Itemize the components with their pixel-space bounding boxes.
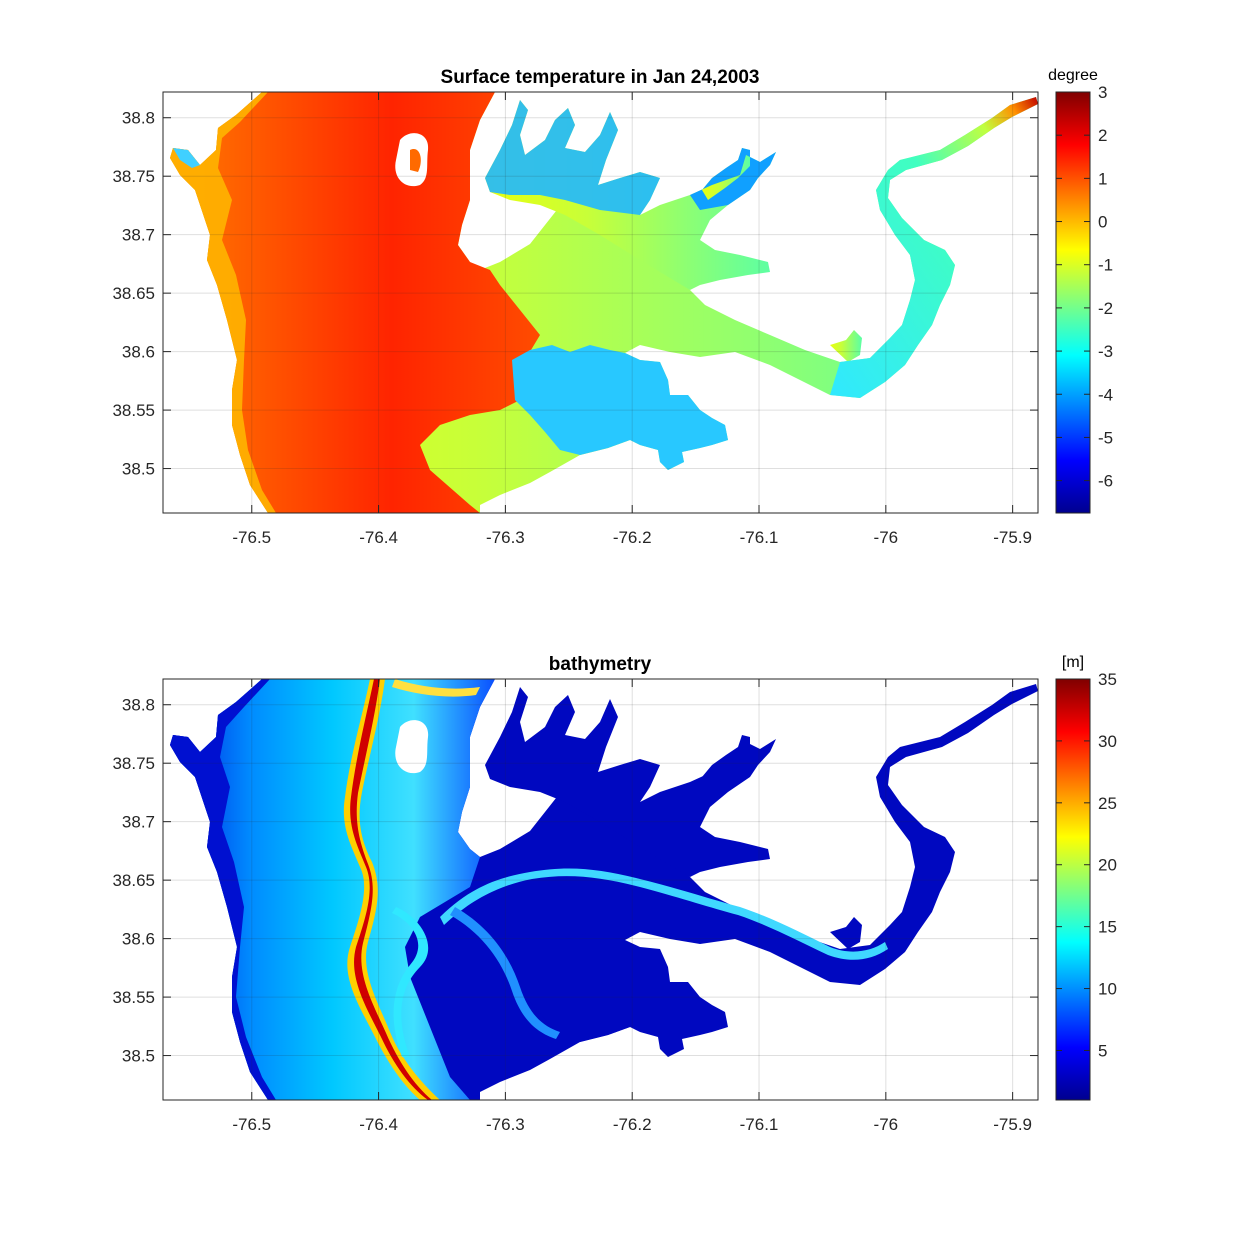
y-tick-label: 38.5: [122, 460, 155, 479]
western-shore-band: [170, 92, 276, 513]
bay-region: [170, 92, 540, 513]
bathymetry-panel: -76.5 -76.4 -76.3 -76.2 -76.1 -76 -75.9 38.538…: [112, 654, 1116, 1134]
y-tick-label: 38.8: [122, 696, 155, 715]
colorbar-gradient: [1055, 678, 1091, 1101]
y-tick-label: 38.65: [112, 284, 155, 303]
y-tick-labels: 38.5 38.55 38.6 38.65 38.7 38.75 38.8: [112, 696, 155, 1066]
colorbar-tick-label: 15: [1098, 918, 1117, 937]
colorbar-tick-label: 3: [1098, 83, 1107, 102]
western-shallows: [170, 679, 276, 1100]
chart-title: Surface temperature in Jan 24,2003: [441, 67, 760, 88]
western-inlet: [173, 148, 200, 168]
axes-box: [162, 91, 1039, 514]
island: [395, 720, 429, 774]
x-tick-label: -75.9: [993, 528, 1032, 547]
x-tick-label: -75.9: [993, 1115, 1032, 1134]
southern-channel: [450, 907, 560, 1039]
island-lagoon: [410, 149, 421, 172]
x-tick-label: -76.3: [486, 1115, 525, 1134]
tick-marks: [163, 92, 1038, 513]
colorbar: [m] 5 10 15 20 25 30 35: [1055, 654, 1117, 1101]
colorbar-tick-label: 5: [1098, 1041, 1107, 1060]
eastern-ridge: [392, 907, 429, 1057]
x-tick-label: -76.4: [359, 528, 398, 547]
y-tick-label: 38.8: [122, 109, 155, 128]
colorbar-tick-label: 0: [1098, 213, 1107, 232]
y-tick-label: 38.75: [112, 167, 155, 186]
y-tick-label: 38.7: [122, 226, 155, 245]
x-tick-labels: -76.5 -76.4 -76.3 -76.2 -76.1 -76 -75.9: [232, 1115, 1032, 1134]
x-tick-label: -76.4: [359, 1115, 398, 1134]
southern-tributaries: [512, 345, 728, 470]
y-tick-label: 38.6: [122, 343, 155, 362]
colorbar-tick-label: 10: [1098, 980, 1117, 999]
x-tick-labels: -76.5 -76.4 -76.3 -76.2 -76.1 -76 -75.9: [232, 528, 1032, 547]
x-tick-label: -76: [874, 528, 899, 547]
gridlines: [163, 679, 1038, 1100]
y-tick-label: 38.75: [112, 754, 155, 773]
x-tick-label: -76: [874, 1115, 899, 1134]
colorbar-tick-label: -1: [1098, 256, 1113, 275]
colorbar: degree -6 -5 -4 -3 -2 -1 0 1 2 3: [1048, 67, 1113, 514]
colorbar-tick-label: 25: [1098, 794, 1117, 813]
northeast-creeks: [690, 148, 776, 210]
y-tick-label: 38.65: [112, 871, 155, 890]
tick-marks: [163, 679, 1038, 1100]
colorbar-tick-label: -3: [1098, 342, 1113, 361]
colorbar-title: degree: [1048, 67, 1098, 84]
river-channel: [440, 868, 888, 960]
gridlines: [163, 92, 1038, 513]
temperature-panel: -76.5 -76.4 -76.3 -76.2 -76.1 -76 -75.9 38.538…: [112, 67, 1113, 547]
bay-region: [170, 679, 495, 1100]
y-tick-label: 38.55: [112, 988, 155, 1007]
x-tick-label: -76.1: [740, 1115, 779, 1134]
x-tick-label: -76.3: [486, 528, 525, 547]
colorbar-tick-label: -4: [1098, 385, 1113, 404]
colorbar-tick-label: 30: [1098, 732, 1117, 751]
y-tick-label: 38.7: [122, 813, 155, 832]
upper-river: [830, 97, 1038, 398]
colorbar-tick-label: -2: [1098, 299, 1113, 318]
colorbar-ticks: 5 10 15 20 25 30 35: [1056, 670, 1117, 1060]
colorbar-tick-label: 2: [1098, 126, 1107, 145]
colorbar-title: [m]: [1062, 654, 1084, 671]
colorbar-tick-label: -6: [1098, 472, 1113, 491]
y-tick-label: 38.6: [122, 930, 155, 949]
y-tick-label: 38.55: [112, 401, 155, 420]
y-tick-labels: 38.5 38.55 38.6 38.65 38.7 38.75 38.8: [112, 109, 155, 479]
colorbar-gradient: [1055, 91, 1091, 514]
x-tick-label: -76.2: [613, 528, 652, 547]
x-tick-label: -76.5: [232, 528, 271, 547]
colorbar-tick-label: -5: [1098, 428, 1113, 447]
axes-box: [162, 678, 1039, 1101]
colorbar-tick-label: 1: [1098, 169, 1107, 188]
x-tick-label: -76.2: [613, 1115, 652, 1134]
chart-title: bathymetry: [549, 654, 652, 675]
northern-tributaries: [485, 100, 660, 215]
x-tick-label: -76.1: [740, 528, 779, 547]
northern-channel: [392, 679, 480, 697]
temperature-heatmap: [170, 92, 1038, 513]
colorbar-tick-label: 20: [1098, 856, 1117, 875]
x-tick-label: -76.5: [232, 1115, 271, 1134]
y-tick-label: 38.5: [122, 1047, 155, 1066]
colorbar-tick-label: 35: [1098, 670, 1117, 689]
colorbar-ticks: -6 -5 -4 -3 -2 -1 0 1 2 3: [1056, 83, 1113, 491]
bathymetry-heatmap: [170, 679, 1038, 1100]
